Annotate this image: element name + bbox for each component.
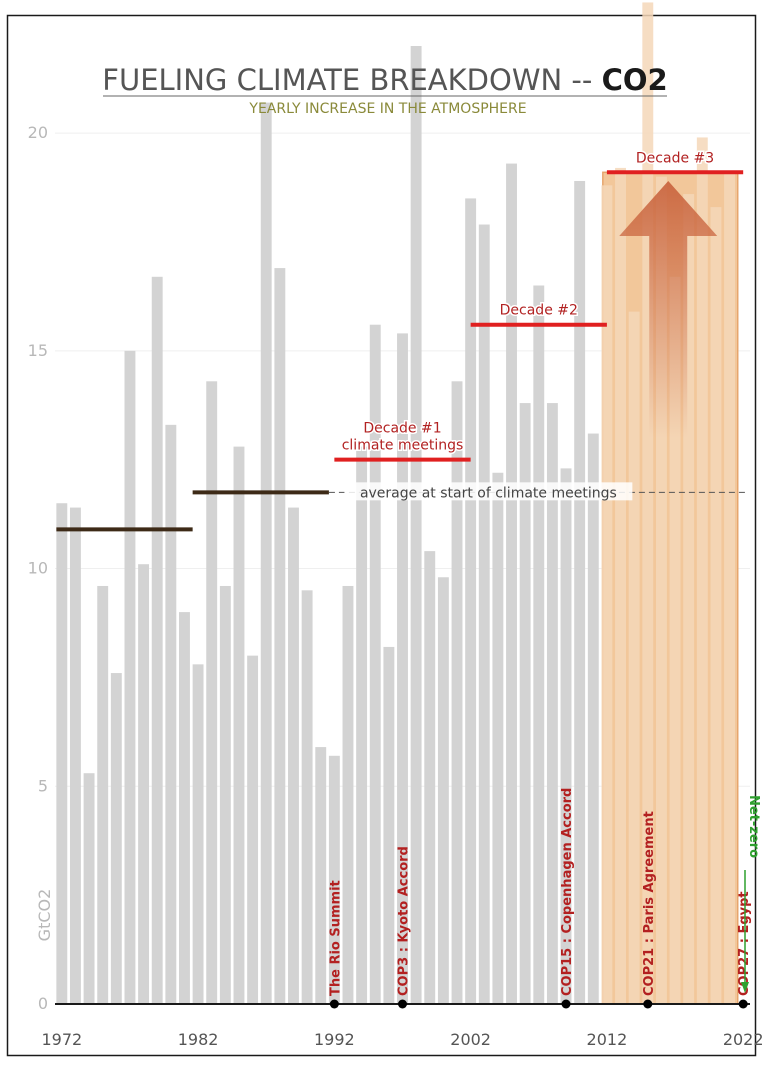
bar-1984 [219, 585, 231, 1004]
bar-1988 [274, 268, 286, 1005]
reference-label-bg [344, 482, 633, 501]
reference-line-label: average at start of climate meetings [360, 485, 617, 501]
bar-1992 [328, 755, 340, 1004]
bar-1974 [83, 773, 95, 1004]
bar-2007 [533, 285, 545, 1004]
bar-1979 [151, 276, 163, 1005]
y-tick-label-0: 0 [38, 994, 48, 1013]
event-label-2015: COP21 : Paris Agreement [642, 811, 657, 996]
bar-2014 [628, 311, 640, 1004]
bar-1993 [342, 585, 354, 1004]
bar-1997 [397, 333, 408, 1004]
event-dot-1992 [329, 999, 339, 1009]
bar-2002 [465, 198, 477, 1005]
bar-2004 [492, 472, 504, 1004]
bar-1981 [179, 612, 190, 1004]
bar-2019 [696, 137, 708, 1005]
overlay-group: average at start of climate meetings Deca… [56, 149, 746, 532]
bar-1977 [124, 350, 136, 1004]
event-label-2009: COP15 : Copenhagen Accord [560, 788, 575, 996]
bar-1976 [110, 673, 122, 1004]
chart-title-main: FUELING CLIMATE BREAKDOWN -- [102, 63, 601, 97]
bar-2003 [478, 224, 490, 1004]
x-tick-label-1992: 1992 [314, 1030, 355, 1049]
bar-2018 [683, 194, 695, 1004]
bar-2001 [451, 381, 463, 1004]
x-tick-label-1982: 1982 [178, 1030, 219, 1049]
y-axis-label: GtCO2 [35, 889, 54, 942]
bar-1995 [369, 324, 381, 1004]
bar-2006 [519, 403, 531, 1004]
bar-2015 [642, 2, 654, 1005]
bar-1990 [301, 590, 313, 1004]
x-tick-label-2002: 2002 [450, 1030, 491, 1049]
bar-1982 [192, 664, 204, 1004]
event-dot-1997 [398, 999, 407, 1009]
bar-1980 [165, 424, 177, 1004]
bar-1989 [288, 507, 299, 1004]
bar-1991 [315, 747, 327, 1004]
x-tick-label-2022: 2022 [723, 1030, 764, 1049]
event-label-1997: COP3 : Kyoto Accord [397, 846, 412, 996]
event-dot-2015 [643, 999, 653, 1009]
event-dot-2022 [738, 999, 748, 1009]
bar-2012 [601, 185, 613, 1004]
bar-2009 [560, 468, 572, 1005]
net-zero-label: Net-zero [746, 795, 761, 858]
bar-2017 [669, 276, 681, 1005]
y-tick-label-15: 15 [28, 341, 48, 360]
bar-1987 [260, 102, 272, 1005]
bar-1983 [206, 381, 218, 1004]
bar-1994 [356, 446, 368, 1005]
y-tick-label-5: 5 [38, 776, 48, 795]
bar-1998 [410, 46, 422, 1004]
bar-2008 [546, 403, 558, 1004]
bar-2020 [710, 207, 722, 1005]
increase-arrow [619, 180, 718, 438]
chart-subtitle: YEARLY INCREASE IN THE ATMOSPHERE [248, 101, 526, 117]
y-tick-label-10: 10 [28, 559, 48, 578]
chart-title: FUELING CLIMATE BREAKDOWN -- CO2 [102, 63, 667, 97]
bar-1986 [247, 655, 259, 1004]
chart-border [6, 14, 757, 1057]
x-tick-label-2012: 2012 [587, 1030, 628, 1049]
bar-1975 [97, 585, 109, 1004]
axes-group: 0 5 10 15 20 1972 1982 1992 2002 2012 2022 GtCO2 The… [28, 123, 764, 1049]
bar-1978 [138, 564, 150, 1004]
decade-label-1-line-2: climate meetings [342, 438, 464, 454]
decade-label-2-line-1: Decade #2 [500, 303, 578, 319]
decade-label-1-line-1: Decade #1 [363, 421, 441, 437]
bar-2010 [574, 180, 586, 1004]
bars-group [56, 2, 736, 1005]
bar-1973 [69, 507, 81, 1004]
bar-2011 [587, 433, 599, 1004]
event-dot-2009 [561, 999, 571, 1009]
chart-title-bold: CO2 [602, 63, 668, 97]
bar-1999 [424, 551, 436, 1004]
event-label-1992: The Rio Summit [328, 880, 343, 996]
net-zero-arrow-head [741, 982, 749, 993]
bar-1996 [383, 646, 395, 1004]
bar-1985 [233, 446, 245, 1005]
bar-2005 [506, 163, 517, 1004]
bar-2016 [655, 176, 667, 1005]
bar-2021 [724, 172, 736, 1005]
bar-2000 [437, 577, 449, 1004]
x-tick-label-1972: 1972 [41, 1030, 82, 1049]
bar-1972 [56, 503, 68, 1004]
y-tick-label-20: 20 [28, 123, 48, 142]
bar-2013 [615, 167, 626, 1005]
decade-label-3-line-1: Decade #3 [636, 150, 714, 166]
title-group: FUELING CLIMATE BREAKDOWN -- CO2 YEARLY … [102, 63, 667, 117]
